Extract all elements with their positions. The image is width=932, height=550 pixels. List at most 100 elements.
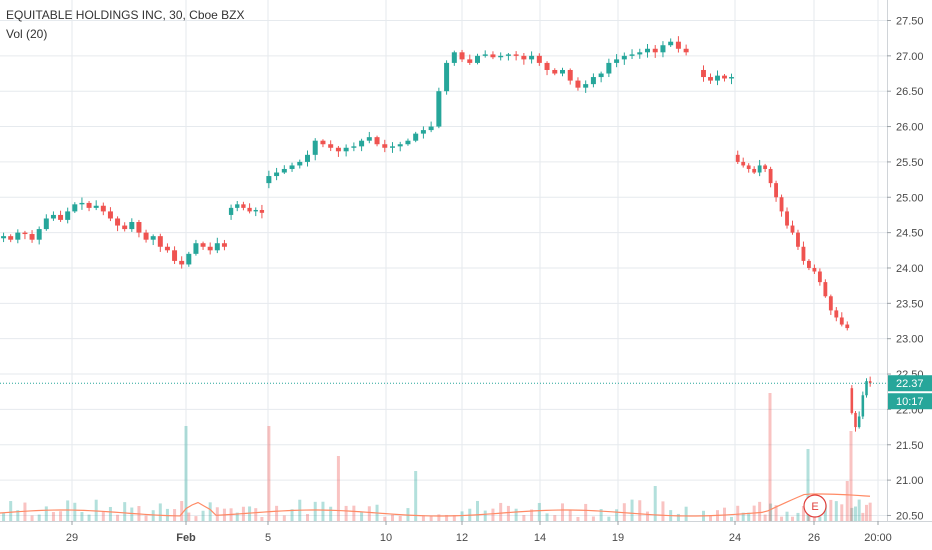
x-tick-label: 20:00: [864, 532, 892, 544]
volume-bar: [73, 502, 77, 521]
volume-bar: [514, 508, 518, 521]
candle-body: [629, 54, 635, 56]
candle-body: [15, 232, 21, 240]
volume-bar: [59, 511, 63, 521]
candle-body: [172, 250, 178, 261]
volume-bar: [94, 499, 98, 521]
volume-bar: [849, 431, 853, 521]
candle-body: [207, 246, 213, 251]
candle-body: [143, 232, 149, 240]
volume-bar: [321, 501, 325, 521]
volume-bar: [437, 514, 441, 521]
candle-body: [136, 222, 142, 233]
candle-body: [715, 75, 720, 81]
volume-ma-layer: [0, 493, 871, 517]
volume-bar: [763, 514, 767, 521]
candle-body: [865, 381, 868, 396]
y-tick-label: 27.50: [896, 15, 924, 27]
candle-body: [312, 140, 318, 155]
volume-bar: [861, 512, 865, 521]
candle-body: [164, 246, 170, 251]
volume-bar: [421, 515, 425, 521]
volume-bar: [445, 514, 449, 521]
candle-body: [8, 236, 14, 240]
volume-bar: [360, 511, 364, 521]
candle-body: [86, 202, 92, 208]
candle-body: [598, 73, 604, 78]
candle-body: [420, 130, 426, 134]
candle-body: [614, 59, 620, 63]
candle-body: [22, 232, 28, 235]
candle-body: [328, 144, 334, 148]
x-tick-label: 5: [265, 532, 271, 544]
volume-bar: [352, 505, 356, 521]
candle-body: [868, 381, 872, 384]
volume-bar: [187, 512, 191, 521]
candle-body: [817, 271, 822, 283]
candle-body: [801, 246, 806, 261]
overlay-layer: 22.37 10:17 E: [0, 375, 932, 518]
candle-body: [606, 62, 612, 74]
y-tick-label: 21.50: [896, 440, 924, 452]
candle-body: [490, 54, 496, 58]
volume-bar: [460, 511, 464, 521]
volume-bar: [123, 502, 127, 521]
candle-body: [50, 214, 56, 219]
chart-title[interactable]: EQUITABLE HOLDINGS INC, 30, Cboe BZX: [6, 8, 245, 22]
volume-bar: [723, 507, 726, 521]
volume-bar: [747, 512, 751, 521]
volume-bar: [290, 509, 294, 521]
volume-bar: [116, 514, 120, 521]
y-tick-label: 25.50: [896, 157, 924, 169]
volume-bar: [561, 503, 564, 521]
candle-body: [482, 54, 488, 56]
volume-bar: [391, 514, 394, 521]
volume-bar: [591, 516, 595, 521]
candle-body: [235, 204, 240, 208]
volume-bar: [812, 515, 816, 521]
candle-body: [768, 168, 773, 184]
volume-bar: [254, 508, 258, 521]
volume-bar: [130, 507, 134, 521]
volume-indicator-label[interactable]: Vol (20): [6, 27, 48, 41]
volume-bar: [599, 509, 603, 521]
candle-body: [861, 395, 865, 417]
volume-bar: [184, 426, 188, 521]
time-axis[interactable]: 29 Feb 5 10 12 14 19 24 26 20:00: [0, 521, 932, 544]
candle-body: [43, 218, 49, 230]
volume-bar: [165, 508, 169, 521]
volume-bar: [823, 504, 827, 521]
volume-bar: [180, 501, 184, 521]
volume-bar: [282, 515, 286, 521]
candle-body: [850, 388, 854, 413]
candle-body: [129, 222, 135, 230]
price-axis[interactable]: 27.50 27.00 26.50 26.00 25.50 25.00 24.50 24.00…: [887, 0, 932, 550]
volume-bar: [522, 515, 526, 521]
volume-bar: [108, 506, 112, 521]
volume-bar: [854, 506, 857, 521]
volume-bar: [638, 500, 642, 521]
candle-body: [150, 236, 156, 240]
candle-body: [405, 140, 411, 145]
volume-bar: [769, 503, 773, 521]
candle-body: [343, 147, 349, 152]
volume-bar: [829, 499, 833, 521]
candle-body: [259, 209, 265, 213]
volume-bar: [676, 513, 680, 521]
volume-bar: [383, 516, 387, 521]
x-tick-label: Feb: [176, 532, 196, 544]
volume-bar: [235, 512, 239, 521]
candle-body: [590, 77, 596, 85]
volume-bar: [506, 505, 510, 521]
candle-body: [366, 137, 372, 141]
volume-bar: [584, 503, 588, 521]
volume-ma-line: [0, 493, 871, 517]
candle-body: [854, 412, 857, 428]
candle-body: [382, 144, 388, 148]
volume-bar: [336, 456, 340, 521]
volume-bar: [499, 502, 503, 521]
candle-body: [505, 54, 511, 56]
volume-bar: [568, 509, 572, 521]
